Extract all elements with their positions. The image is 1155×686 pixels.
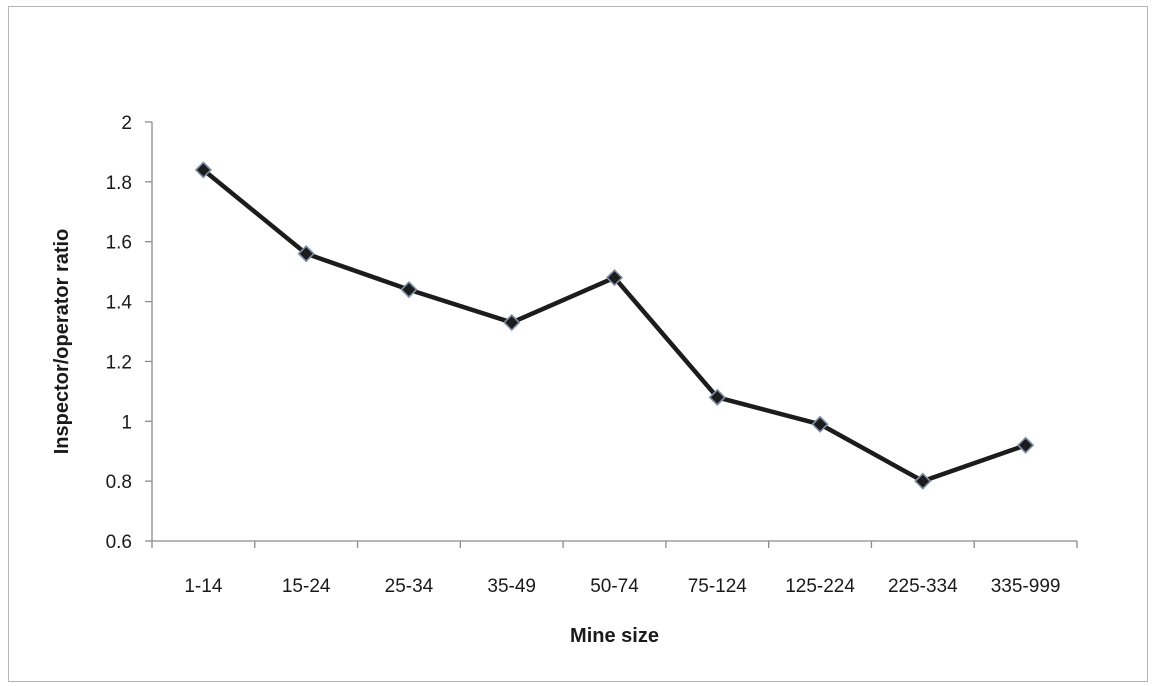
x-tick-label: 125-224 (785, 576, 855, 597)
y-tick-label: 0.6 (106, 532, 132, 553)
data-point (400, 280, 418, 299)
x-tick-label: 50-74 (590, 576, 639, 597)
y-tick-label: 1.8 (106, 173, 132, 194)
x-axis-title: Mine size (570, 625, 659, 647)
chart-frame (8, 6, 1148, 682)
x-axis: 1-14 15-24 25-34 35-49 50-74 75-124 125-224 225… (151, 540, 1078, 597)
y-tick-label: 2 (121, 113, 132, 134)
data-point (708, 388, 726, 406)
y-tick-label: 1.2 (106, 352, 132, 373)
data-point (194, 161, 213, 179)
data-point (1016, 436, 1035, 454)
data-point (605, 268, 624, 287)
y-tick-label: 1.6 (106, 233, 132, 254)
x-tick-label: 35-49 (487, 576, 536, 597)
data-point (914, 472, 932, 490)
data-point (811, 415, 829, 433)
x-tick-label: 1-14 (184, 576, 222, 597)
x-tick-label: 25-34 (385, 576, 434, 597)
series-polyline (201, 167, 1028, 484)
series-line (194, 161, 1035, 490)
x-tick-label: 335-999 (991, 576, 1061, 597)
y-axis: 0.6 0.8 1 1.2 1.4 1.6 1.8 2 (106, 113, 153, 553)
x-tick-label: 15-24 (282, 576, 331, 597)
y-tick-label: 0.8 (106, 472, 132, 493)
y-axis-title: Inspector/operator ratio (51, 229, 73, 455)
x-tick-label: 225-334 (888, 576, 958, 597)
y-tick-label: 1 (121, 412, 132, 433)
x-tick-label: 75-124 (688, 576, 748, 597)
data-point (503, 313, 521, 332)
data-point (297, 245, 315, 263)
y-tick-label: 1.4 (106, 293, 133, 314)
